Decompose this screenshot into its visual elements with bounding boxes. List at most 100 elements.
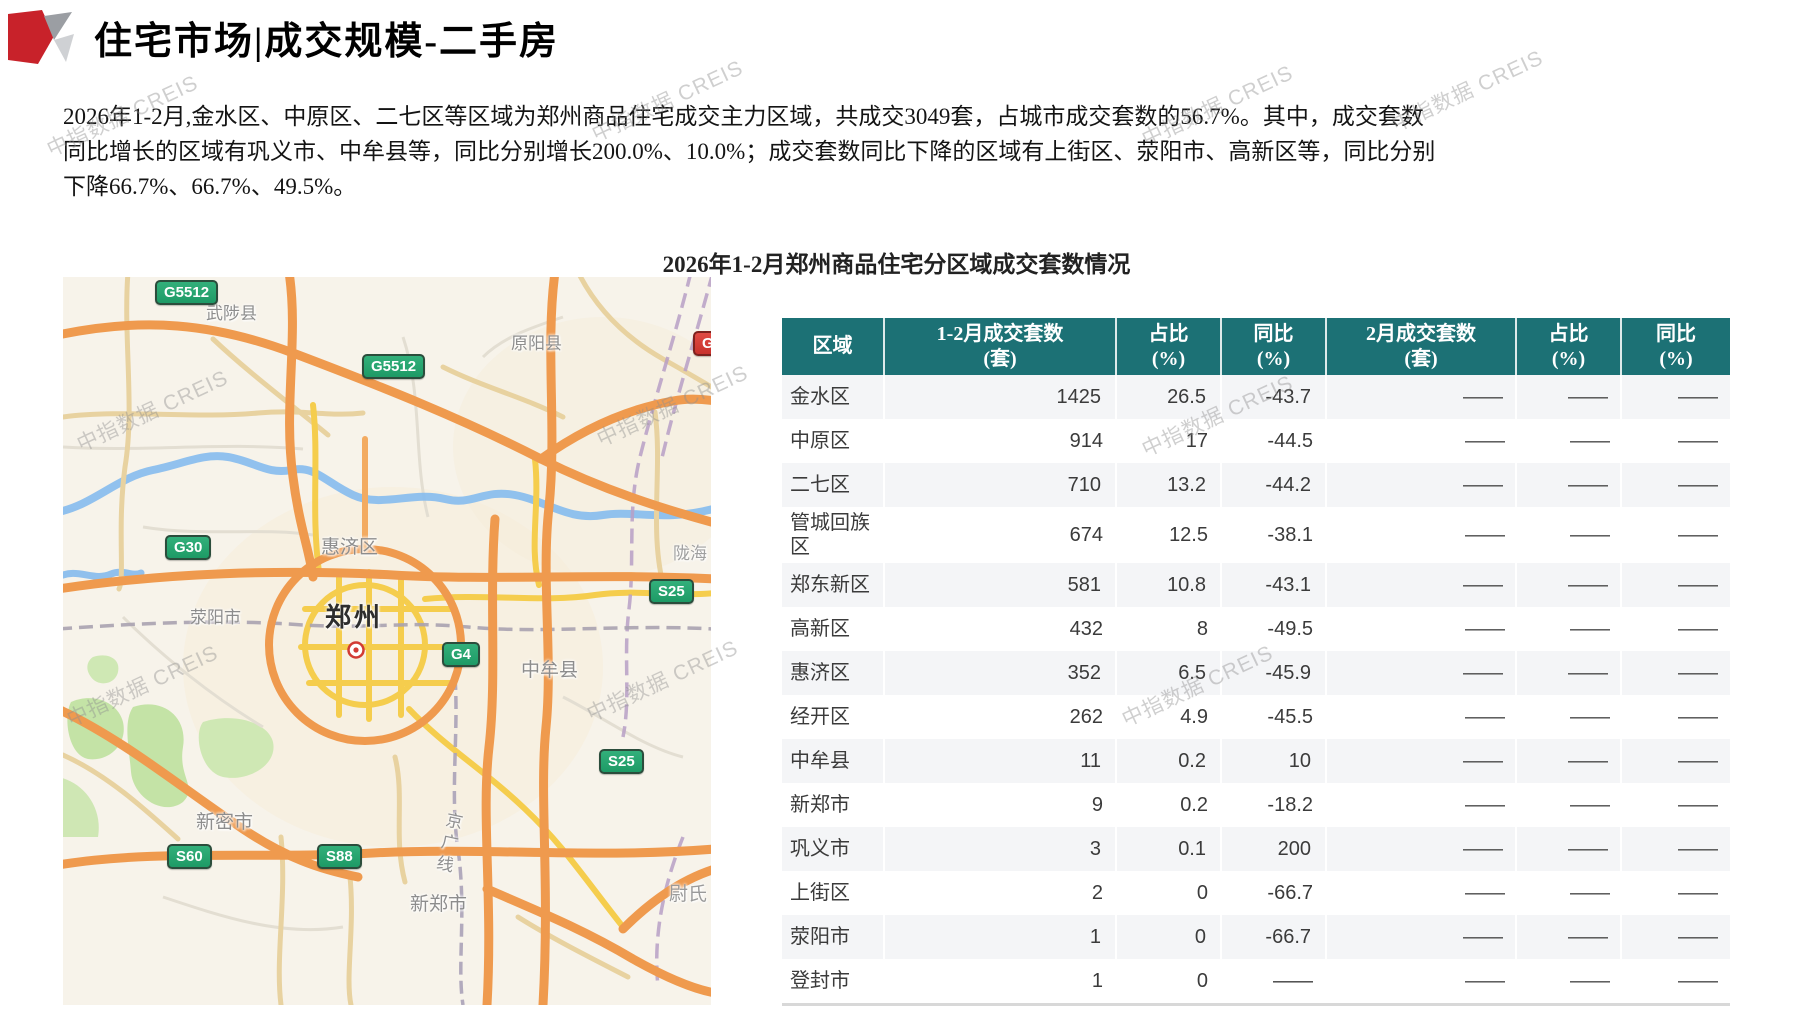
- road-badge: G30: [165, 535, 212, 560]
- road-badge: S25: [599, 749, 644, 774]
- dash-cell: ——: [1678, 429, 1718, 452]
- dash-cell: ——: [1678, 573, 1718, 596]
- dash-cell: ——: [1678, 705, 1718, 728]
- header-line: (%): [1151, 347, 1186, 370]
- value-cell: 352: [885, 651, 1117, 695]
- page-title: 住宅市场|成交规模-二手房: [94, 21, 560, 63]
- road-badge: G5512: [155, 280, 219, 305]
- region-cell: 二七区: [782, 463, 885, 507]
- value-cell: 13.2: [1117, 463, 1222, 507]
- value-cell: 17: [1185, 429, 1208, 452]
- region-cell: 经开区: [790, 706, 850, 728]
- map-label: 陇海: [673, 544, 707, 563]
- region-cell: 上街区: [790, 882, 850, 904]
- table-body: 金水区 1425 26.5 -43.7 —— —— —— 中原区 914 17 …: [782, 375, 1730, 1006]
- dash-cell: ——: [1465, 429, 1505, 452]
- intro-line: 下降66.7%、66.7%、49.5%。: [63, 174, 357, 199]
- table-row: 经开区 262 4.9 -45.5 —— —— ——: [782, 695, 1730, 739]
- value-cell: 200: [1222, 827, 1327, 871]
- region-cell: 管城回族区: [790, 512, 870, 558]
- value-cell: 262: [1069, 705, 1103, 728]
- header-line: 占比: [1548, 322, 1589, 345]
- map-graphic: [63, 277, 711, 1005]
- map-label: 尉氏: [669, 884, 708, 905]
- value-cell: 914: [1069, 429, 1103, 452]
- city-marker-icon: [347, 641, 365, 659]
- table-row: 上街区 2 0 -66.7 —— —— ——: [782, 871, 1730, 915]
- region-cell: 高新区: [790, 618, 850, 640]
- dash-cell: ——: [1678, 661, 1718, 684]
- value-cell: 432: [1069, 617, 1103, 640]
- river: [63, 452, 711, 580]
- dash-cell: ——: [1570, 881, 1610, 904]
- value-cell: 0: [1117, 915, 1222, 959]
- region-cell: 新郑市: [790, 794, 850, 816]
- table-row: 巩义市 3 0.1 200 —— —— ——: [782, 827, 1730, 871]
- dash-cell: ——: [1327, 827, 1517, 871]
- header-line: 区域: [812, 335, 853, 357]
- dash-cell: ——: [1465, 523, 1505, 546]
- dash-cell: ——: [1570, 429, 1610, 452]
- table-title: 2026年1-2月郑州商品住宅分区域成交套数情况: [662, 252, 1131, 277]
- map-label: 中牟县: [521, 660, 579, 681]
- region-cell: 中原区: [790, 430, 850, 452]
- table-row: 高新区 432 8 -49.5 —— —— ——: [782, 607, 1730, 651]
- table-row: 管城回族区 674 12.5 -38.1 —— —— ——: [782, 507, 1730, 563]
- value-cell: 581: [885, 563, 1117, 607]
- value-cell: -45.5: [1267, 705, 1313, 728]
- dash-cell: ——: [1465, 617, 1505, 640]
- value-cell: 11: [885, 739, 1117, 783]
- region-cell: 惠济区: [782, 651, 885, 695]
- table-row: 金水区 1425 26.5 -43.7 —— —— ——: [782, 375, 1730, 419]
- value-cell: 2: [1091, 881, 1103, 904]
- value-cell: -38.1: [1267, 523, 1313, 546]
- dash-cell: ——: [1570, 705, 1610, 728]
- dash-cell: ——: [1570, 969, 1610, 992]
- dash-cell: ——: [1465, 793, 1505, 816]
- header-line: (%): [1256, 347, 1291, 370]
- header-line: 1-2月成交套数: [936, 322, 1064, 345]
- dash-cell: ——: [1517, 651, 1622, 695]
- dash-cell: ——: [1465, 969, 1505, 992]
- header-line: 2月成交套数: [1366, 322, 1476, 345]
- header-line: 同比: [1253, 322, 1294, 345]
- map-label: 原阳县: [511, 334, 562, 353]
- value-cell: -45.9: [1222, 651, 1327, 695]
- value-cell: 12.5: [1169, 523, 1208, 546]
- zhengzhou-map: 武陟县 原阳县 惠济区 荥阳市 郑州 中牟县 新密市 新郑市 尉氏 陇海 京广线…: [63, 277, 711, 1005]
- header-cell: 区域: [782, 318, 885, 375]
- map-label: 武陟县: [206, 304, 257, 323]
- region-cell: 中牟县: [782, 739, 885, 783]
- intro-paragraph: 2026年1-2月,金水区、中原区、二七区等区域为郑州商品住宅成交主力区域，共成…: [63, 99, 1435, 204]
- value-cell: -66.7: [1267, 881, 1313, 904]
- value-cell: 0.2: [1117, 739, 1222, 783]
- map-label: 新密市: [196, 812, 254, 833]
- dash-cell: ——: [1327, 651, 1517, 695]
- value-cell: 710: [885, 463, 1117, 507]
- value-cell: 8: [1196, 617, 1208, 640]
- report-logo-icon: [8, 10, 74, 64]
- dash-cell: ——: [1678, 881, 1718, 904]
- dash-cell: ——: [1678, 793, 1718, 816]
- dash-cell: ——: [1327, 463, 1517, 507]
- dash-cell: ——: [1517, 563, 1622, 607]
- dash-cell: ——: [1327, 915, 1517, 959]
- dash-cell: ——: [1570, 617, 1610, 640]
- region-cell: 金水区: [782, 375, 885, 419]
- table-row: 中牟县 11 0.2 10 —— —— ——: [782, 739, 1730, 783]
- header-line: 占比: [1148, 322, 1189, 345]
- value-cell: 10.8: [1117, 563, 1222, 607]
- dash-cell: ——: [1678, 523, 1718, 546]
- value-cell: -44.5: [1267, 429, 1313, 452]
- region-cell: 巩义市: [782, 827, 885, 871]
- value-cell: 0: [1196, 969, 1208, 992]
- region-cell: 荥阳市: [782, 915, 885, 959]
- table-row: 二七区 710 13.2 -44.2 —— —— ——: [782, 463, 1730, 507]
- road-badge: S25: [649, 579, 694, 604]
- map-green-areas: [63, 655, 274, 837]
- map-label: 荥阳市: [190, 608, 241, 627]
- value-cell: 9: [1091, 793, 1103, 816]
- map-railways: [63, 277, 711, 1005]
- table-row: 惠济区 352 6.5 -45.9 —— —— ——: [782, 651, 1730, 695]
